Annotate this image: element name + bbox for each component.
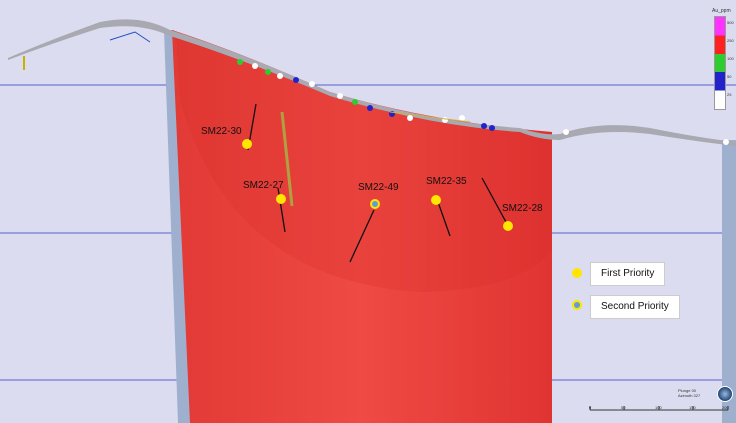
old-drill-trace <box>109 31 151 43</box>
hole-label: SM22-49 <box>358 182 399 193</box>
color-scale-label: 250 <box>727 38 734 43</box>
color-scale-label: 100 <box>727 56 734 61</box>
azimuth-readout: Azimuth 327 <box>678 393 701 398</box>
hole-label: SM22-35 <box>426 176 467 187</box>
right-grey-wall <box>722 140 736 423</box>
color-scale-title: Au_ppm <box>712 8 731 14</box>
scale-bar-label: 0 <box>589 405 592 410</box>
color-scale <box>714 16 726 110</box>
legend-first-priority-dot <box>572 268 582 278</box>
compass-icon[interactable] <box>717 386 733 402</box>
hole-trace-sm22-35 <box>437 201 451 237</box>
scale-bar-label: 200 <box>722 405 729 410</box>
scale-bar-label: 50 <box>621 405 626 410</box>
existing-drillhole <box>389 111 471 123</box>
target-dot-sm22-49-inner <box>372 201 378 207</box>
color-scale-label: 500 <box>727 20 734 25</box>
red-mineralized-body <box>172 30 552 423</box>
scale-bar-label: 100 <box>655 405 662 410</box>
topography-surface <box>8 19 736 146</box>
target-dot-sm22-30 <box>242 139 252 149</box>
hole-trace-sm22-49 <box>349 209 375 263</box>
target-dot-sm22-28 <box>503 221 513 231</box>
plunge-readout: Plunge 00 <box>678 388 697 393</box>
hole-trace-sm22-28 <box>481 177 507 223</box>
inner-shell <box>176 36 552 292</box>
hole-label: SM22-28 <box>502 203 543 214</box>
scale-bar-label: 150 <box>689 405 696 410</box>
color-scale-label: 25 <box>727 92 732 97</box>
hole-label: SM22-30 <box>201 126 242 137</box>
color-scale-label: 50 <box>727 74 732 79</box>
target-dot-sm22-27 <box>276 194 286 204</box>
scale-bar <box>589 406 729 411</box>
existing-drillhole <box>280 111 294 207</box>
legend-second-priority-dot-inner <box>574 302 580 308</box>
orientation-readout: Plunge 00 Azimuth 327 <box>678 388 700 398</box>
legend-first-priority: First Priority <box>590 262 666 286</box>
legend-second-priority: Second Priority <box>590 295 680 319</box>
target-dot-sm22-35 <box>431 195 441 205</box>
hole-label: SM22-27 <box>243 180 284 191</box>
